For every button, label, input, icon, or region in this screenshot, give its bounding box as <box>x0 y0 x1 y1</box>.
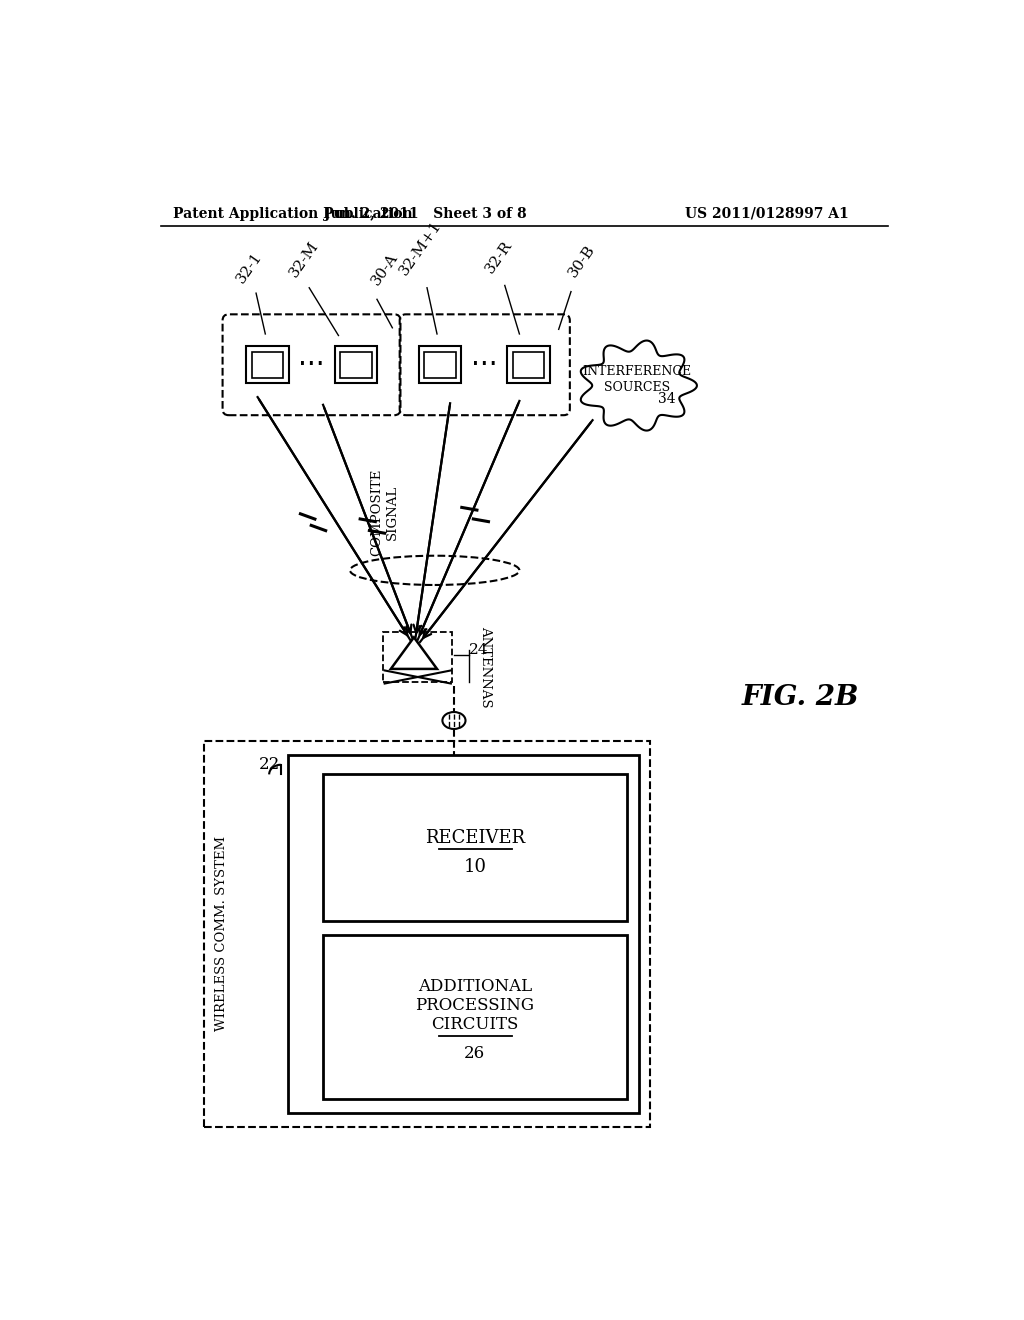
Text: 32-M: 32-M <box>288 239 322 280</box>
Text: ···: ··· <box>471 351 498 379</box>
Text: ···: ··· <box>298 351 325 379</box>
Polygon shape <box>391 638 437 669</box>
FancyBboxPatch shape <box>424 351 456 378</box>
Text: US 2011/0128997 A1: US 2011/0128997 A1 <box>685 207 849 220</box>
FancyBboxPatch shape <box>289 755 639 1113</box>
FancyBboxPatch shape <box>335 346 378 383</box>
Text: ADDITIONAL: ADDITIONAL <box>418 978 531 995</box>
Text: 22: 22 <box>258 756 280 774</box>
Text: 32-R: 32-R <box>482 238 515 276</box>
FancyBboxPatch shape <box>323 775 628 921</box>
Text: ANTENNAS: ANTENNAS <box>478 626 492 708</box>
Text: 24: 24 <box>469 643 488 656</box>
FancyBboxPatch shape <box>252 351 284 378</box>
Polygon shape <box>581 341 697 430</box>
FancyBboxPatch shape <box>513 351 545 378</box>
Text: 32-1: 32-1 <box>234 249 265 285</box>
Text: WIRELESS COMM. SYSTEM: WIRELESS COMM. SYSTEM <box>215 837 228 1031</box>
Text: CIRCUITS: CIRCUITS <box>431 1016 518 1034</box>
FancyBboxPatch shape <box>340 351 372 378</box>
Text: PROCESSING: PROCESSING <box>416 997 535 1014</box>
Text: 30-B: 30-B <box>565 243 598 280</box>
Text: BASE STATION  20: BASE STATION 20 <box>300 869 312 999</box>
Text: Jun. 2, 2011   Sheet 3 of 8: Jun. 2, 2011 Sheet 3 of 8 <box>325 207 526 220</box>
Text: 32-M+1: 32-M+1 <box>396 218 443 277</box>
FancyBboxPatch shape <box>247 346 289 383</box>
Text: 26: 26 <box>464 1045 485 1063</box>
FancyBboxPatch shape <box>419 346 461 383</box>
FancyBboxPatch shape <box>323 935 628 1100</box>
Text: FIG. 2B: FIG. 2B <box>741 684 859 711</box>
Text: RECEIVER: RECEIVER <box>425 829 525 846</box>
Ellipse shape <box>442 711 466 729</box>
Text: 10: 10 <box>463 858 486 875</box>
Text: INTERFERENCE
SOURCES: INTERFERENCE SOURCES <box>583 364 692 393</box>
Text: 34: 34 <box>657 392 675 407</box>
Text: 30-A: 30-A <box>370 251 401 288</box>
Text: COMPOSITE
SIGNAL: COMPOSITE SIGNAL <box>370 469 399 556</box>
Text: Patent Application Publication: Patent Application Publication <box>173 207 413 220</box>
FancyBboxPatch shape <box>508 346 550 383</box>
